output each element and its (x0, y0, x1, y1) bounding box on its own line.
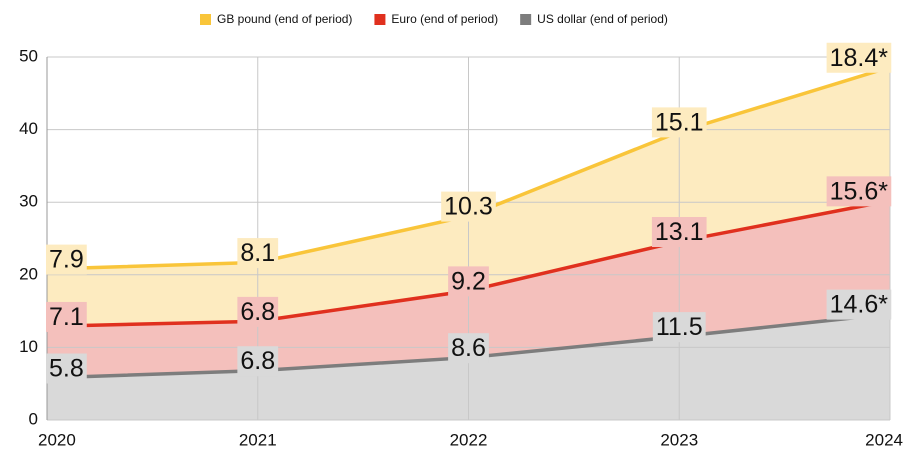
data-label: 7.1 (49, 303, 84, 331)
data-label-box (826, 176, 892, 207)
x-tick-label: 2023 (660, 430, 698, 449)
data-label-box (46, 244, 87, 275)
y-tick-label: 0 (29, 409, 38, 428)
y-tick-label: 30 (19, 192, 38, 211)
data-label-box (448, 333, 489, 364)
legend-swatch (200, 14, 211, 25)
data-label-box (237, 346, 279, 377)
data-label-box (652, 312, 706, 343)
data-label: 11.5 (656, 313, 703, 341)
data-label: 13.1 (655, 218, 704, 246)
data-label: 5.8 (49, 355, 84, 383)
data-label: 7.9 (49, 246, 84, 274)
data-label: 10.3 (444, 193, 493, 221)
data-label: 8.6 (451, 334, 486, 362)
data-label: 6.8 (240, 298, 275, 326)
data-label-box (448, 266, 489, 297)
data-label-box (826, 289, 892, 320)
y-tick-label: 40 (19, 119, 38, 138)
data-label: 6.8 (240, 347, 275, 375)
legend-swatch (520, 14, 532, 25)
data-label: 8.1 (240, 239, 275, 267)
data-label-box (441, 191, 496, 222)
data-label-box (237, 238, 279, 269)
y-tick-label: 10 (19, 337, 38, 356)
x-tick-label: 2020 (38, 430, 76, 449)
data-label-box (46, 301, 87, 332)
data-label: 18.4* (830, 44, 889, 72)
legend-label: GB pound (end of period) (217, 12, 352, 26)
data-label-box (651, 107, 707, 138)
x-tick-label: 2022 (450, 430, 488, 449)
y-tick-label: 20 (19, 264, 38, 283)
x-tick-label: 2021 (239, 430, 277, 449)
data-label-box (237, 296, 279, 327)
data-label: 9.2 (451, 267, 486, 295)
legend-label: US dollar (end of period) (537, 12, 668, 26)
legend-swatch (374, 14, 386, 25)
legend-label: Euro (end of period) (391, 12, 498, 26)
data-label-box (651, 217, 707, 248)
data-label: 15.1 (655, 108, 704, 136)
x-tick-label: 2024 (865, 430, 903, 449)
data-label-box (46, 353, 87, 384)
data-label: 15.6* (830, 177, 889, 205)
y-tick-label: 50 (19, 46, 38, 65)
data-label-box (826, 42, 892, 73)
data-label: 14.6* (830, 291, 889, 319)
